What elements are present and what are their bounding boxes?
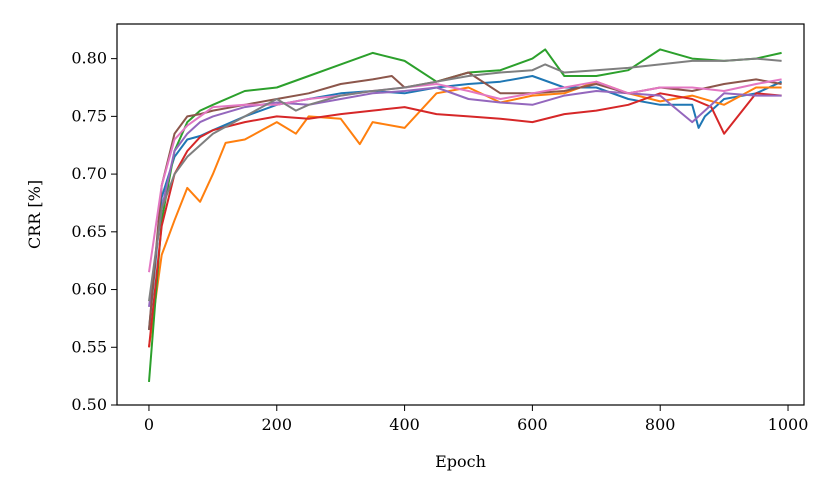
y-axis-label: CRR [%]	[25, 180, 44, 249]
series-line-2	[148, 80, 782, 348]
x-tick-label: 1000	[768, 415, 809, 434]
x-tick-label: 0	[144, 415, 154, 434]
series-line-1	[148, 75, 783, 331]
x-tick-label: 200	[261, 415, 292, 434]
series-layer	[148, 48, 783, 382]
ticks-layer: 0 200 400 600 800 1000 0.50 0.55 0.60 0.65 0.70 0.7…	[71, 49, 808, 434]
y-tick-label: 0.50	[71, 395, 107, 414]
y-tick-label: 0.60	[71, 280, 107, 299]
y-tick-label: 0.70	[71, 164, 107, 183]
y-tick-label: 0.65	[71, 222, 107, 241]
series-line-6	[148, 71, 782, 331]
x-tick-label: 800	[645, 415, 676, 434]
series-line-5	[148, 86, 782, 308]
plot-frame	[116, 23, 805, 406]
y-tick-label: 0.55	[71, 337, 107, 356]
x-tick-label: 400	[389, 415, 420, 434]
series-line-7	[148, 78, 782, 273]
series-line-8	[148, 57, 782, 302]
series-line-4	[148, 92, 782, 348]
y-tick-label: 0.80	[71, 49, 107, 68]
series-line-3	[148, 48, 782, 382]
x-axis-label: Epoch	[435, 452, 486, 471]
y-tick-label: 0.75	[71, 106, 107, 125]
x-tick-label: 600	[517, 415, 548, 434]
